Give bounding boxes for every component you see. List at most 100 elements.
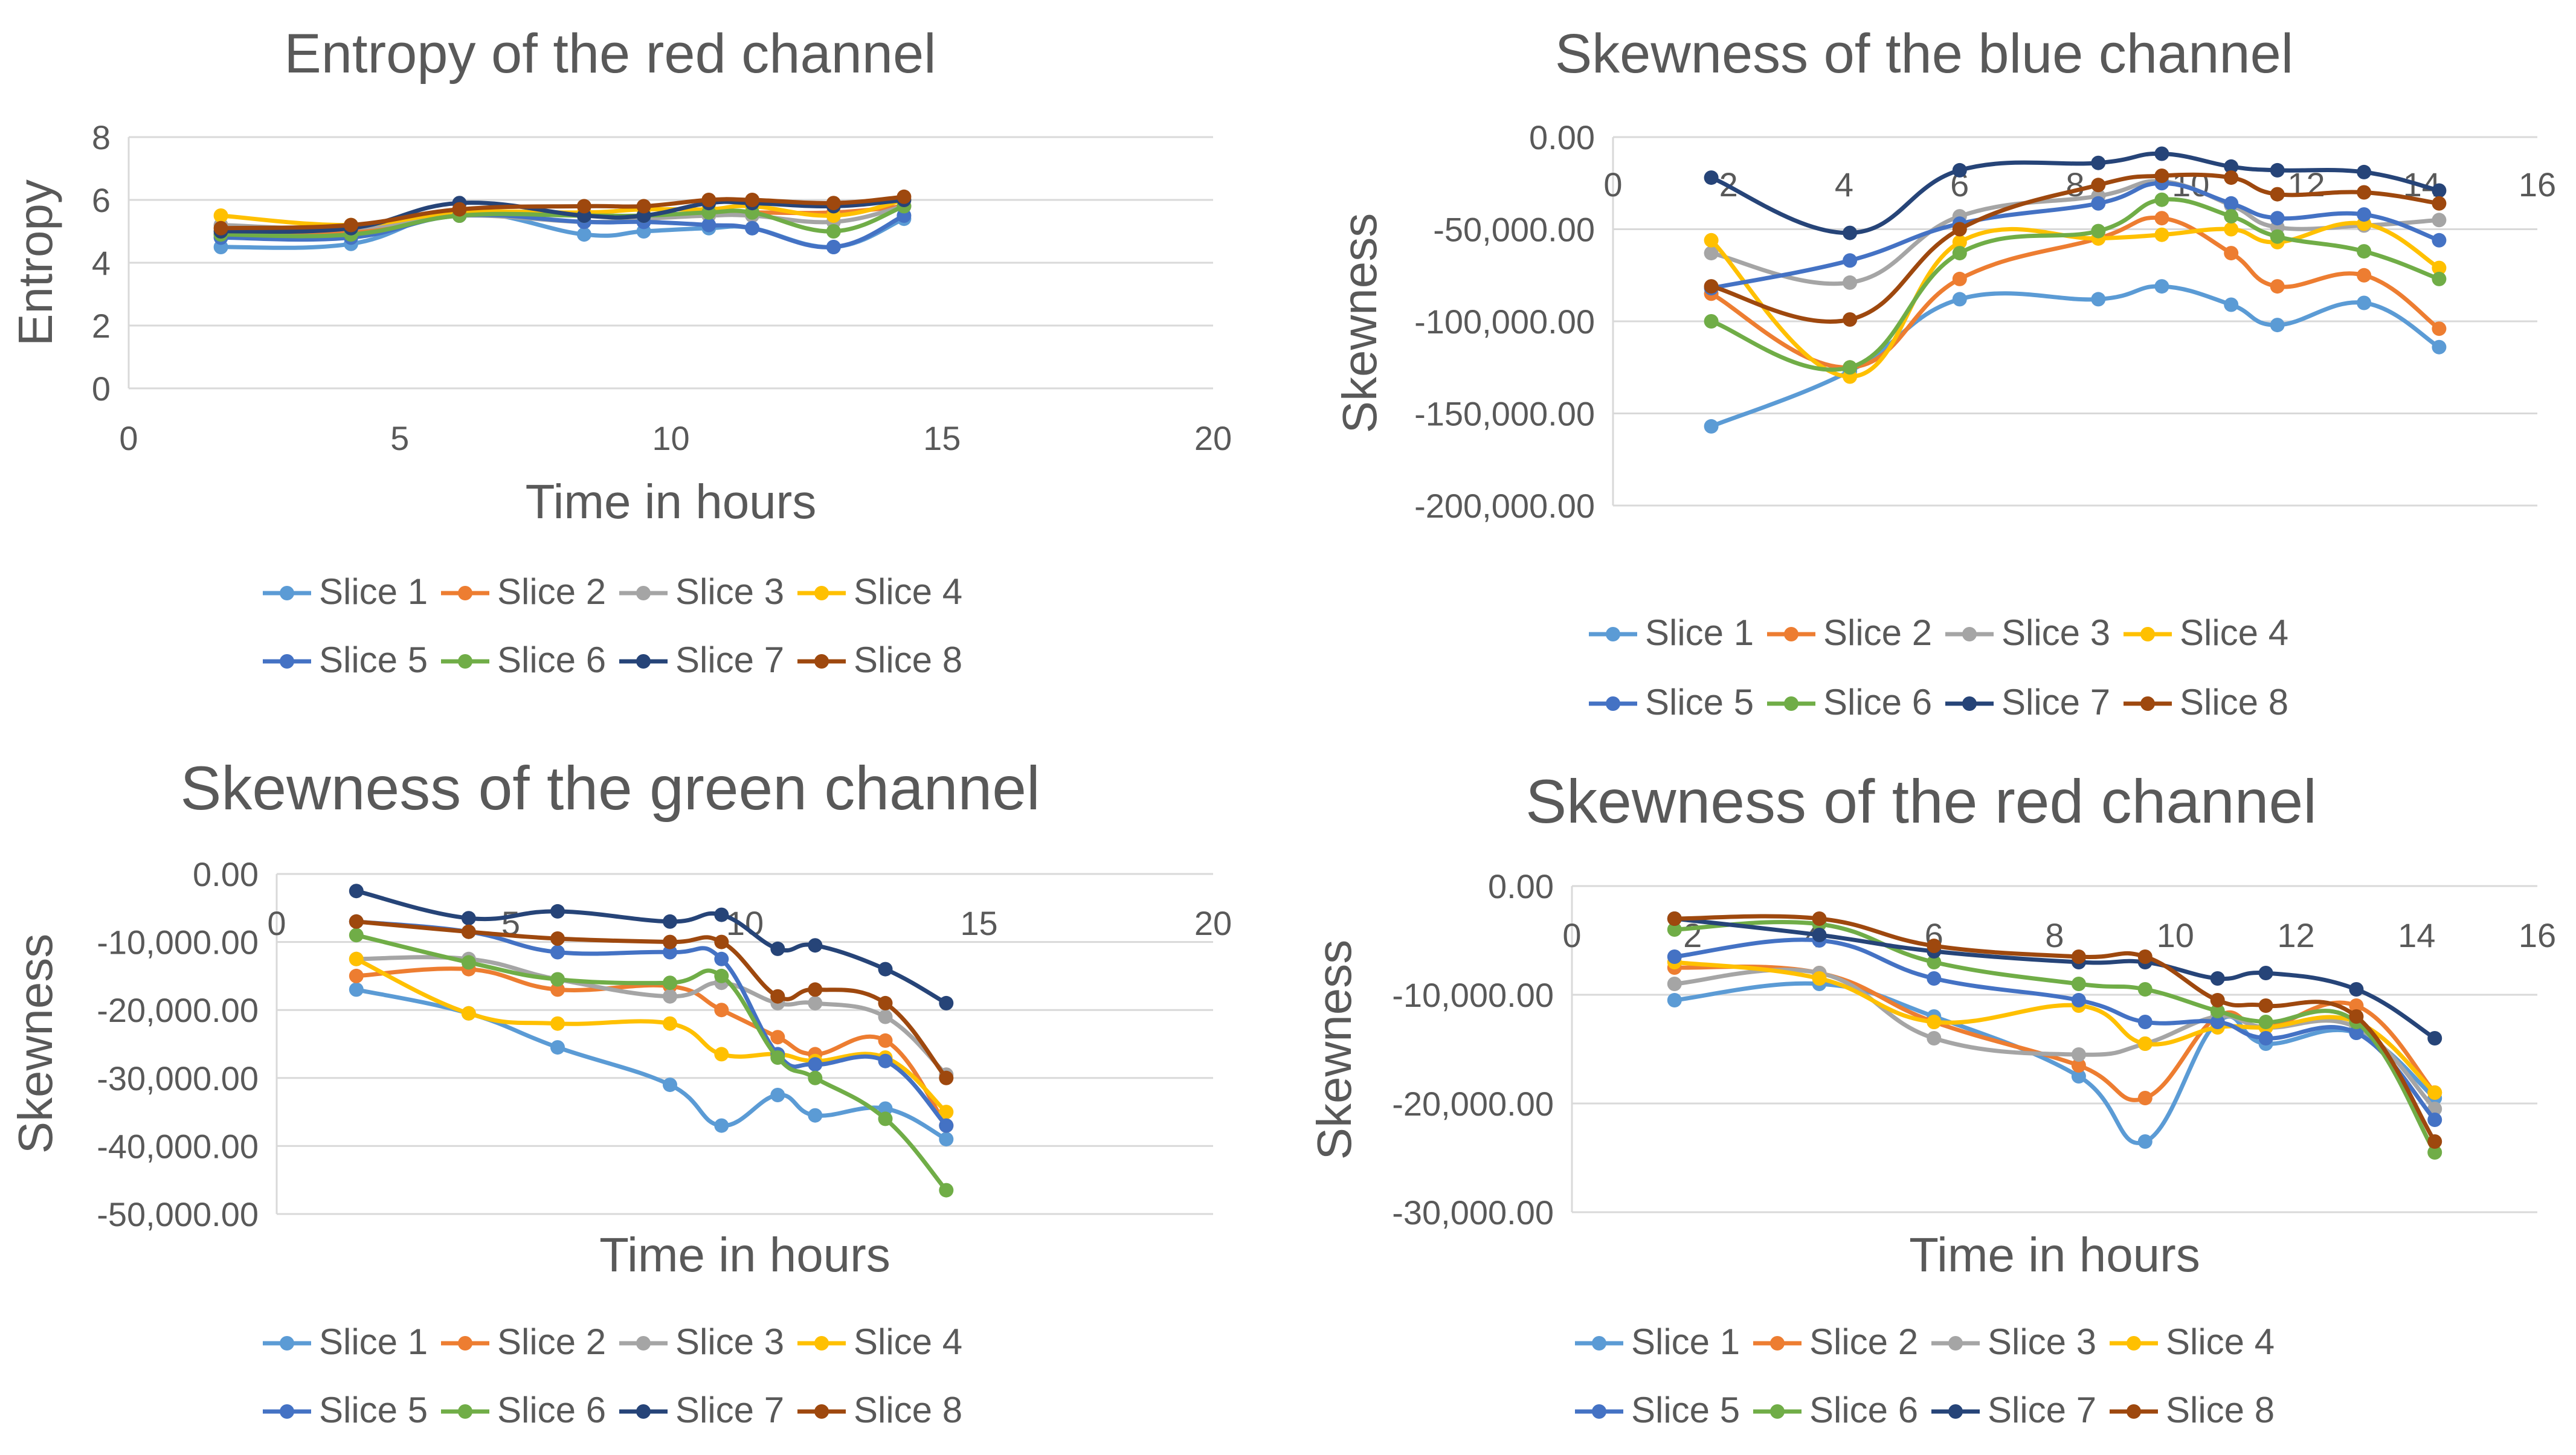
legend-marker [2140,627,2155,641]
x-tick-label: 0 [1603,165,1622,204]
legend-label: Slice 8 [2180,682,2288,722]
y-tick-label: 6 [92,181,111,219]
data-point [1927,971,1942,986]
x-axis-label: Time in hours [1909,1228,2200,1282]
data-point [808,1108,823,1123]
legend-item[interactable]: Slice 2 [441,1322,606,1362]
legend-item[interactable]: Slice 8 [797,1390,962,1430]
legend-label: Slice 2 [497,1322,606,1362]
legend-label: Slice 5 [1631,1390,1740,1430]
legend-label: Slice 6 [1809,1390,1918,1430]
legend-marker [1770,1336,1785,1351]
data-point [2432,260,2447,275]
legend-item[interactable]: Slice 1 [263,571,428,612]
legend-label: Slice 5 [319,1390,428,1430]
data-point [2224,159,2239,174]
data-point [770,1030,785,1045]
data-point [2224,297,2239,312]
legend-marker [814,1336,829,1351]
legend-marker [1592,1404,1606,1419]
legend-item[interactable]: Slice 5 [263,640,428,680]
legend-item[interactable]: Slice 4 [2110,1322,2275,1362]
legend-item[interactable]: Slice 1 [1575,1322,1740,1362]
data-point [1952,162,1967,178]
legend-marker [2127,1336,2141,1351]
data-point [663,975,677,991]
legend-item[interactable]: Slice 3 [1945,612,2110,653]
data-point [1812,971,1827,986]
legend-marker [814,586,829,600]
data-point [2258,966,2273,980]
series-line [354,888,948,1006]
data-point [1704,246,1719,261]
data-point [2137,1036,2153,1051]
legend-item[interactable]: Slice 7 [1931,1390,2096,1430]
data-point [1667,949,1682,964]
legend-item[interactable]: Slice 6 [1767,682,1932,722]
legend-item[interactable]: Slice 8 [2124,682,2288,722]
legend-item[interactable]: Slice 6 [441,640,606,680]
data-point [550,1040,565,1055]
x-tick-label: 10 [652,419,689,457]
legend-item[interactable]: Slice 2 [1753,1322,1918,1362]
data-point [213,208,228,223]
legend-item[interactable]: Slice 1 [263,1322,428,1362]
data-point [2432,321,2447,336]
legend-item[interactable]: Slice 8 [797,640,962,680]
data-point [1667,911,1682,926]
data-point [745,220,760,236]
legend-marker [280,1404,294,1419]
data-point [2349,1026,2364,1040]
chart-1: Entropy of the red channel 0 2 4 6 8 0 5 10 15 20 E… [8,23,1232,680]
legend-marker [1962,627,1977,641]
legend-item[interactable]: Slice 2 [1767,612,1932,653]
legend: Slice 1 Slice 2 Slice 3 Slice 4 Slice 5 Slice… [1589,612,2288,722]
legend-item[interactable]: Slice 3 [619,1322,784,1362]
data-point [1843,360,1858,375]
y-tick-label: -20,000.00 [1392,1085,1554,1123]
series-8 [349,914,954,1085]
legend-item[interactable]: Slice 3 [1931,1322,2096,1362]
legend-label: Slice 3 [1988,1322,2096,1362]
data-point [2258,1015,2273,1029]
data-point [349,951,364,966]
legend-marker [1948,1404,1963,1419]
data-point [663,989,677,1004]
data-point [349,914,364,929]
legend-label: Slice 5 [319,640,428,680]
y-tick-label: -10,000.00 [1392,976,1554,1014]
legend-marker [458,586,472,600]
legend-item[interactable]: Slice 4 [797,1322,962,1362]
legend-item[interactable]: Slice 7 [619,1390,784,1430]
legend-item[interactable]: Slice 4 [2124,612,2288,653]
legend-item[interactable]: Slice 5 [263,1390,428,1430]
legend-item[interactable]: Slice 5 [1575,1390,1740,1430]
legend-item[interactable]: Slice 1 [1589,612,1754,653]
chart-2: Skewness of the blue channel 0.00 -50,000.… [1333,23,2556,722]
legend-item[interactable]: Slice 6 [441,1390,606,1430]
legend-item[interactable]: Slice 7 [619,640,784,680]
y-axis-label: Entropy [8,179,62,346]
data-point [714,968,729,983]
legend-marker [280,1336,294,1351]
y-tick-label: 0.00 [193,855,259,893]
x-tick-label: 14 [2398,916,2435,954]
data-point [2432,233,2447,248]
legend-item[interactable]: Slice 5 [1589,682,1754,722]
legend-marker [1948,1336,1963,1351]
legend-item[interactable]: Slice 6 [1753,1390,1918,1430]
legend-label: Slice 7 [1988,1390,2096,1430]
legend-item[interactable]: Slice 3 [619,571,784,612]
data-point [1952,271,1967,286]
data-point [1927,939,1942,953]
data-point [2137,1015,2153,1029]
data-point [2258,1031,2273,1045]
legend-item[interactable]: Slice 2 [441,571,606,612]
legend-item[interactable]: Slice 7 [1945,682,2110,722]
legend-marker [2140,696,2155,711]
data-point [1927,1031,1942,1045]
legend-item[interactable]: Slice 4 [797,571,962,612]
data-point [1812,928,1827,942]
legend-item[interactable]: Slice 8 [2110,1390,2275,1430]
chart-title: Entropy of the red channel [284,23,936,85]
